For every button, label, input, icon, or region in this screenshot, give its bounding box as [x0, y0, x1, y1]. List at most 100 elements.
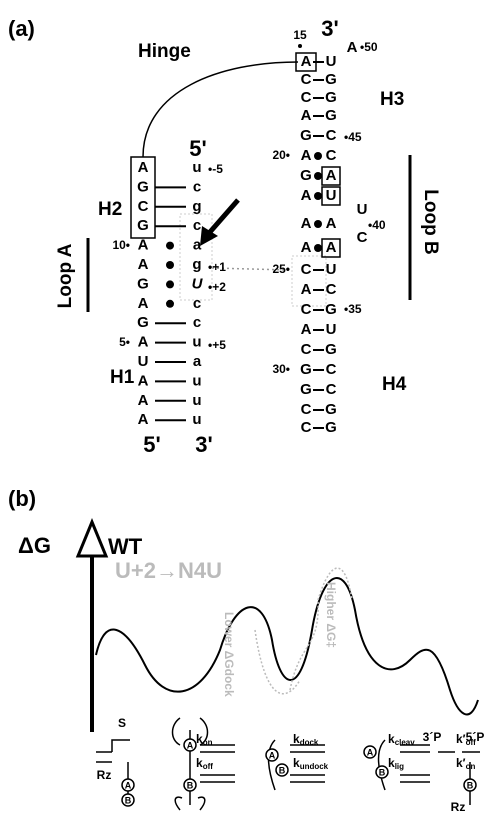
noncanonical-pair — [166, 242, 174, 250]
nucleotide: A — [301, 215, 312, 232]
axis-label: ΔG — [18, 533, 51, 558]
nucleotide: C — [326, 381, 337, 398]
domain-letter: B — [279, 765, 286, 775]
noncanonical-pair — [314, 244, 322, 252]
nucleotide: c — [193, 295, 201, 312]
nucleotide: u — [192, 392, 201, 409]
nucleotide: A — [301, 239, 312, 256]
nucleotide: C — [301, 261, 312, 278]
position-label: •+2 — [208, 280, 226, 294]
nucleotide: A — [138, 295, 149, 312]
axis-arrowhead — [78, 522, 106, 556]
position-label: 5• — [119, 335, 130, 349]
position-label: 30• — [272, 362, 290, 376]
nucleotide: G — [300, 361, 312, 378]
rate-subscript: on — [203, 738, 213, 747]
strand-end: 3' — [195, 432, 212, 457]
domain-letter: B — [125, 795, 132, 805]
strand-end: 3' — [321, 16, 338, 41]
rate-arrows-3 — [400, 745, 430, 782]
domain-label: H3 — [380, 89, 404, 110]
rate-constant: k′on — [456, 756, 475, 771]
rate-constant: klig — [388, 756, 404, 771]
nucleotide: U — [326, 261, 337, 278]
nucleotide: C — [326, 147, 337, 164]
nucleotide: U — [138, 353, 149, 370]
nucleotide: G — [300, 127, 312, 144]
ribozyme-label: Rz — [451, 800, 466, 814]
nucleotide: a — [193, 353, 202, 370]
annotation: Higher ΔG‡ — [324, 582, 338, 648]
rate-subscript: dock — [300, 738, 319, 747]
ribozyme-label: Rz — [97, 768, 112, 782]
position-label: •+5 — [208, 338, 226, 352]
noncanonical-pair — [298, 44, 302, 48]
nucleotide: A — [326, 167, 337, 184]
position-label: 10• — [112, 238, 130, 252]
position-label: •40 — [368, 218, 386, 232]
nucleotide: C — [326, 361, 337, 378]
position-label: •-5 — [208, 162, 223, 176]
wt-label: WT — [108, 534, 143, 559]
nucleotide: c — [193, 217, 201, 234]
nucleotide: C — [138, 198, 149, 215]
noncanonical-pair — [314, 152, 322, 160]
loop-label: Loop B — [420, 189, 441, 254]
domain-label: H2 — [98, 199, 122, 220]
nucleotide: G — [325, 401, 337, 418]
nucleotide: C — [326, 127, 337, 144]
position-label: •+1 — [208, 260, 226, 274]
domain-letter: A — [367, 747, 374, 757]
noncanonical-pair — [314, 192, 322, 200]
nucleotide: A — [138, 159, 149, 176]
nucleotide: a — [193, 237, 202, 254]
nucleotide: A — [138, 256, 149, 273]
annotation: Lower ΔGdock — [222, 612, 236, 697]
rate-symbol: k′ — [456, 756, 466, 770]
domain-letter: A — [269, 750, 276, 760]
domain-letter: B — [379, 767, 386, 777]
position-label: 15 — [293, 28, 307, 42]
nucleotide: g — [192, 256, 201, 273]
rate-subscript: off — [203, 762, 214, 771]
rate-symbol: k′ — [456, 732, 466, 746]
mutant-label: U+2→N4U — [115, 558, 222, 583]
noncanonical-pair — [166, 261, 174, 269]
nucleotide: g — [192, 198, 201, 215]
nucleotide: G — [325, 341, 337, 358]
rate-subscript: off — [466, 738, 477, 747]
nucleotide: G — [137, 178, 149, 195]
nucleotide: A — [138, 237, 149, 254]
unpaired-base: A — [347, 39, 358, 56]
nucleotide: C — [326, 281, 337, 298]
nucleotide: c — [193, 178, 201, 195]
nucleotide: G — [137, 217, 149, 234]
domain-letter: A — [125, 780, 132, 790]
nucleotide: A — [326, 215, 337, 232]
rate-subscript: on — [466, 762, 476, 771]
rate-constant: kon — [196, 732, 213, 747]
nucleotide: A — [326, 239, 337, 256]
nucleotide: C — [301, 89, 312, 106]
nucleotide: u — [192, 372, 201, 389]
noncanonical-pair — [166, 300, 174, 308]
figure: (a)HingeH1H2H3H4Loop ALoop B5'3'5'3'AuGc… — [0, 0, 487, 821]
nucleotide: G — [325, 107, 337, 124]
nucleotide: u — [192, 159, 201, 176]
panel-label: (b) — [8, 486, 36, 511]
unpaired-base: C — [357, 229, 368, 246]
nucleotide: G — [137, 314, 149, 331]
nucleotide: C — [301, 419, 312, 436]
domain-letter: B — [467, 780, 474, 790]
domain-letter: B — [187, 780, 194, 790]
nucleotide: A — [301, 147, 312, 164]
panel-label: (a) — [8, 16, 35, 41]
nucleotide: G — [325, 71, 337, 88]
nucleotide: A — [301, 107, 312, 124]
nucleotide: C — [301, 71, 312, 88]
hinge-label: Hinge — [138, 41, 191, 62]
nucleotide: U — [326, 53, 337, 70]
nucleotide: G — [300, 381, 312, 398]
nucleotide: c — [193, 314, 201, 331]
nucleotide: G — [325, 301, 337, 318]
